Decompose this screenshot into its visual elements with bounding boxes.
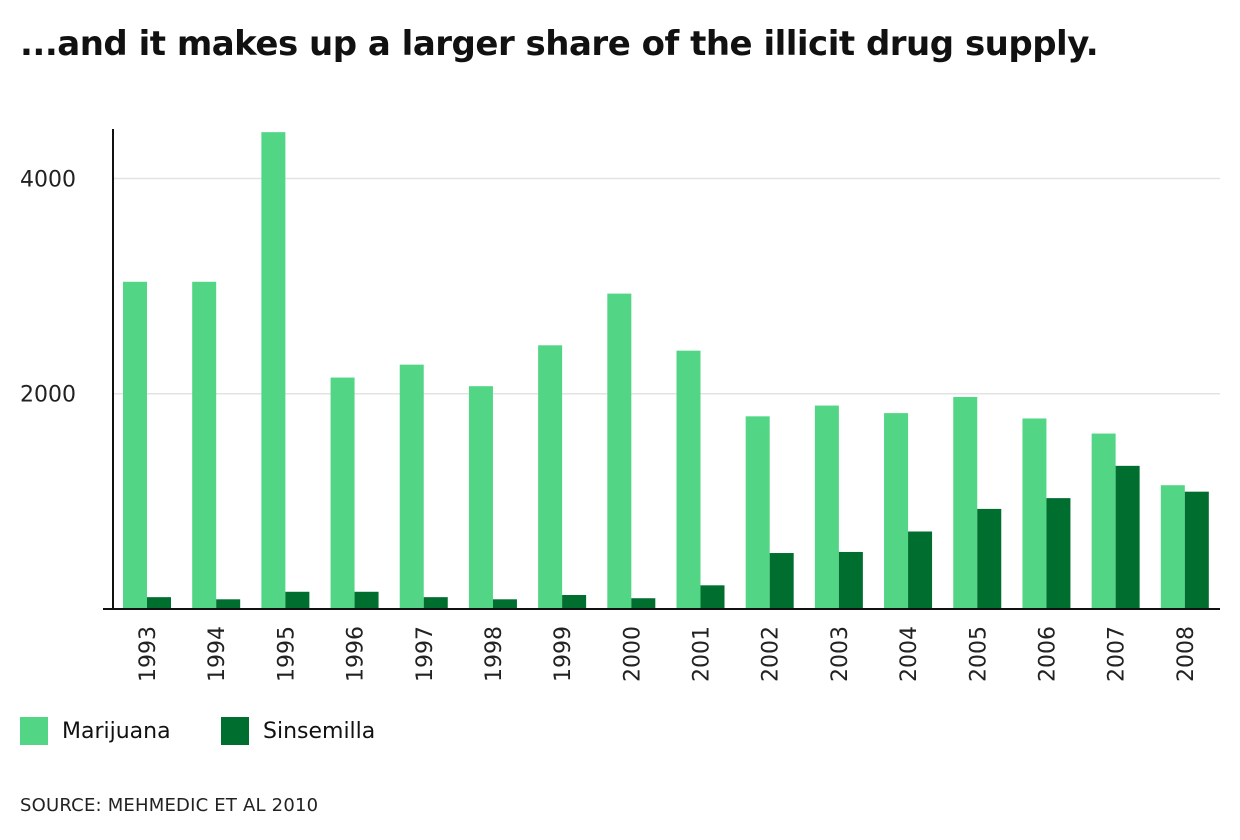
x-tick-label-1998: 1998	[482, 626, 507, 682]
bar-sinsemilla-2007	[1115, 465, 1140, 609]
bar-marijuana-1997	[399, 364, 424, 609]
bar-marijuana-1998	[468, 386, 493, 609]
x-tick-label-2003: 2003	[828, 626, 853, 682]
x-tick-label-1997: 1997	[413, 626, 438, 682]
bar-marijuana-2003	[814, 405, 839, 609]
legend-item-sinsemilla: Sinsemilla	[221, 717, 375, 745]
legend-label-sinsemilla: Sinsemilla	[263, 718, 376, 744]
bar-marijuana-2005	[953, 396, 978, 609]
bar-sinsemilla-2001	[700, 585, 725, 609]
bar-sinsemilla-1996	[354, 591, 379, 609]
chart-title: ...and it makes up a larger share of the…	[20, 24, 1099, 64]
bar-sinsemilla-2000	[631, 598, 656, 609]
bar-marijuana-2001	[676, 350, 701, 609]
bar-marijuana-2000	[607, 293, 632, 609]
x-tick-label-2002: 2002	[759, 626, 784, 682]
x-tick-label-2005: 2005	[966, 626, 991, 682]
x-tick-label-2006: 2006	[1035, 626, 1060, 682]
bar-marijuana-1999	[538, 345, 563, 609]
x-tick-label-1994: 1994	[205, 626, 230, 682]
bar-chart: 2000 4000 1993 1994 1995 1996 1997 1998 1999 2000…	[20, 129, 1220, 682]
x-tick-label-2007: 2007	[1105, 626, 1130, 682]
bar-marijuana-2007	[1091, 433, 1116, 609]
bar-sinsemilla-1993	[147, 597, 171, 609]
bar-marijuana-2002	[745, 416, 770, 609]
x-tick-label-1993: 1993	[136, 626, 161, 682]
x-tick-label-2000: 2000	[620, 626, 645, 682]
bar-sinsemilla-2008	[1184, 491, 1209, 609]
legend-item-marijuana: Marijuana	[20, 717, 171, 745]
bar-marijuana-1994	[192, 281, 217, 609]
bar-sinsemilla-1998	[492, 599, 517, 609]
bar-sinsemilla-1995	[285, 591, 310, 609]
bar-sinsemilla-2004	[908, 531, 933, 609]
bar-marijuana-1995	[261, 132, 286, 609]
bar-sinsemilla-2005	[977, 508, 1002, 609]
y-tick-label-2000: 2000	[20, 383, 76, 408]
x-tick-label-2004: 2004	[897, 626, 922, 682]
bar-sinsemilla-2003	[838, 551, 863, 609]
bar-sinsemilla-1997	[423, 597, 448, 609]
x-tick-label-1996: 1996	[344, 626, 369, 682]
bar-sinsemilla-1994	[216, 599, 241, 609]
bar-marijuana-1993	[123, 281, 147, 609]
x-tick-label-1995: 1995	[274, 626, 299, 682]
x-tick-label-2008: 2008	[1174, 626, 1199, 682]
bar-marijuana-2004	[884, 413, 909, 609]
legend-swatch-sinsemilla	[221, 717, 249, 745]
legend-label-marijuana: Marijuana	[62, 718, 171, 744]
bar-sinsemilla-1999	[562, 595, 587, 609]
bar-marijuana-1996	[330, 377, 355, 609]
source-note: SOURCE: MEHMEDIC ET AL 2010	[20, 795, 319, 816]
bar-sinsemilla-2002	[769, 553, 794, 609]
x-tick-label-2001: 2001	[690, 626, 715, 682]
bar-marijuana-2008	[1160, 485, 1185, 609]
bar-marijuana-2006	[1022, 418, 1047, 609]
y-tick-label-4000: 4000	[20, 167, 76, 192]
legend-swatch-marijuana	[20, 717, 48, 745]
x-tick-label-1999: 1999	[551, 626, 576, 682]
bar-sinsemilla-2006	[1046, 498, 1071, 609]
